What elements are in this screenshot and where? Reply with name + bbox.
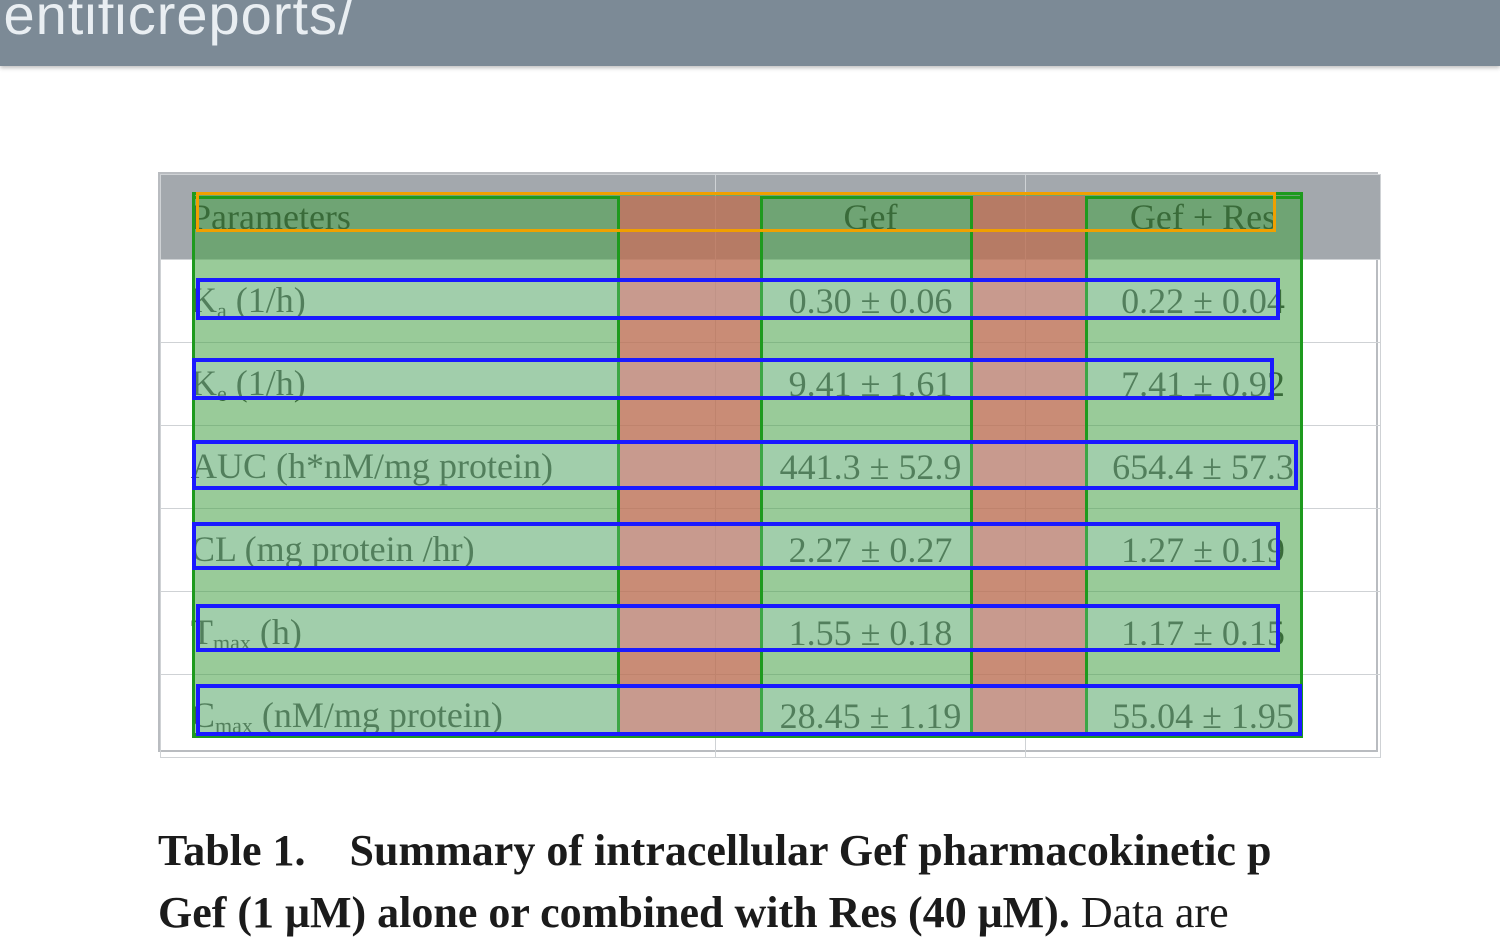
gef-cell: 2.27 ± 0.27 <box>715 508 1026 592</box>
header-parameters: Parameters <box>160 174 716 260</box>
banner-text: ientificreports/ <box>0 0 355 46</box>
gef-cell: 441.3 ± 52.9 <box>715 425 1026 509</box>
caption-line-2: Gef (1 μM) alone or combined with Res (4… <box>158 882 1500 944</box>
table-header-row: Parameters Gef Gef + Res <box>160 174 1381 260</box>
param-cell: Cmax (nM/mg protein) <box>160 674 716 758</box>
header-gef-res: Gef + Res <box>1025 174 1381 260</box>
gef-cell: 9.41 ± 1.61 <box>715 342 1026 426</box>
caption-line2-rest: Data are <box>1069 888 1229 937</box>
param-cell: Tmax (h) <box>160 591 716 675</box>
table-row: Tmax (h) 1.55 ± 0.18 1.17 ± 0.15 <box>160 591 1381 675</box>
caption-title: Summary of intracellular Gef pharmacokin… <box>349 826 1272 875</box>
journal-banner: ientificreports/ <box>0 0 1500 66</box>
table-caption: Table 1. Summary of intracellular Gef pha… <box>158 820 1500 944</box>
gef-cell: 1.55 ± 0.18 <box>715 591 1026 675</box>
gef-res-cell: 0.22 ± 0.04 <box>1025 259 1381 343</box>
gef-cell: 28.45 ± 1.19 <box>715 674 1026 758</box>
gef-res-cell: 7.41 ± 0.92 <box>1025 342 1381 426</box>
pk-table-grid: Parameters Gef Gef + Res Ka (1/h) 0.30 ±… <box>160 174 1381 758</box>
gef-res-cell: 55.04 ± 1.95 <box>1025 674 1381 758</box>
table-row: Ka (1/h) 0.30 ± 0.06 0.22 ± 0.04 <box>160 259 1381 343</box>
table-row: Ke (1/h) 9.41 ± 1.61 7.41 ± 0.92 <box>160 342 1381 426</box>
table-row: CL (mg protein /hr) 2.27 ± 0.27 1.27 ± 0… <box>160 508 1381 592</box>
gef-cell: 0.30 ± 0.06 <box>715 259 1026 343</box>
param-cell: AUC (h*nM/mg protein) <box>160 425 716 509</box>
param-cell: Ka (1/h) <box>160 259 716 343</box>
header-gef: Gef <box>715 174 1026 260</box>
param-cell: CL (mg protein /hr) <box>160 508 716 592</box>
caption-line-1: Table 1. Summary of intracellular Gef pha… <box>158 820 1500 882</box>
table-row: AUC (h*nM/mg protein) 441.3 ± 52.9 654.4… <box>160 425 1381 509</box>
gef-res-cell: 1.27 ± 0.19 <box>1025 508 1381 592</box>
caption-line2-bold: Gef (1 μM) alone or combined with Res (4… <box>158 888 1070 937</box>
param-cell: Ke (1/h) <box>160 342 716 426</box>
pk-table: Parameters Gef Gef + Res Ka (1/h) 0.30 ±… <box>158 172 1381 758</box>
caption-label: Table 1. <box>158 826 306 875</box>
gef-res-cell: 1.17 ± 0.15 <box>1025 591 1381 675</box>
gef-res-cell: 654.4 ± 57.3 <box>1025 425 1381 509</box>
table-row: Cmax (nM/mg protein) 28.45 ± 1.19 55.04 … <box>160 674 1381 758</box>
